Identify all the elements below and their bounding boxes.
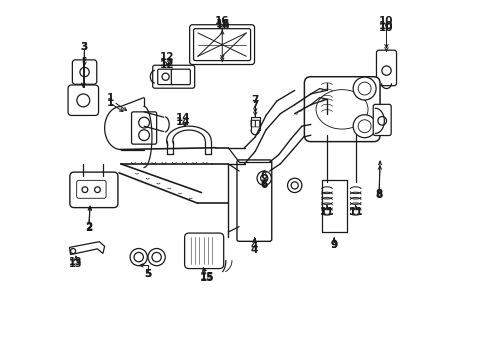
- FancyBboxPatch shape: [152, 65, 194, 88]
- Text: 12: 12: [160, 52, 174, 62]
- Text: 6: 6: [260, 179, 267, 189]
- Circle shape: [381, 66, 390, 75]
- Circle shape: [94, 187, 100, 193]
- Text: 4: 4: [250, 245, 258, 255]
- Text: 7: 7: [251, 100, 259, 110]
- Circle shape: [377, 117, 386, 125]
- FancyBboxPatch shape: [372, 104, 390, 135]
- Text: 14: 14: [176, 113, 190, 123]
- Circle shape: [162, 73, 169, 80]
- Circle shape: [77, 94, 90, 107]
- Text: 13: 13: [69, 259, 82, 269]
- Text: 7: 7: [251, 95, 259, 105]
- Text: 1: 1: [106, 98, 113, 108]
- Text: 9: 9: [330, 239, 337, 249]
- FancyBboxPatch shape: [189, 25, 254, 64]
- Text: 10: 10: [379, 17, 393, 27]
- Text: 15: 15: [199, 273, 214, 283]
- Text: 10: 10: [379, 23, 393, 33]
- Text: 8: 8: [375, 189, 382, 199]
- Text: 6: 6: [260, 171, 267, 181]
- Circle shape: [287, 178, 301, 193]
- Circle shape: [139, 130, 149, 140]
- Text: 3: 3: [81, 42, 88, 52]
- Circle shape: [134, 252, 143, 262]
- Circle shape: [290, 182, 298, 189]
- Text: 9: 9: [330, 240, 337, 250]
- Circle shape: [357, 120, 370, 133]
- Text: 6: 6: [260, 180, 267, 190]
- Text: 4: 4: [250, 241, 258, 251]
- FancyBboxPatch shape: [184, 233, 223, 269]
- Circle shape: [70, 248, 76, 253]
- Circle shape: [139, 117, 149, 128]
- Circle shape: [82, 187, 88, 193]
- Circle shape: [357, 82, 370, 95]
- FancyBboxPatch shape: [171, 69, 190, 85]
- Text: 1: 1: [106, 93, 113, 103]
- FancyBboxPatch shape: [158, 69, 173, 85]
- Text: 5: 5: [144, 269, 151, 279]
- Text: 2: 2: [85, 224, 92, 233]
- Text: 14: 14: [176, 117, 190, 127]
- Text: 8: 8: [375, 190, 382, 200]
- Polygon shape: [69, 242, 104, 255]
- Circle shape: [352, 77, 375, 100]
- Text: 5: 5: [144, 269, 151, 279]
- Text: 12: 12: [160, 60, 174, 70]
- FancyBboxPatch shape: [376, 50, 396, 86]
- FancyBboxPatch shape: [68, 85, 99, 116]
- Circle shape: [257, 171, 271, 185]
- Text: 2: 2: [85, 222, 92, 231]
- Circle shape: [352, 115, 375, 138]
- FancyBboxPatch shape: [237, 160, 271, 241]
- Text: 15: 15: [199, 272, 214, 282]
- Circle shape: [130, 248, 147, 266]
- Circle shape: [80, 67, 89, 77]
- Circle shape: [260, 175, 267, 182]
- Circle shape: [148, 248, 165, 266]
- Text: 10: 10: [379, 21, 393, 31]
- FancyBboxPatch shape: [131, 112, 156, 144]
- Text: 12: 12: [160, 58, 174, 68]
- Text: 16: 16: [215, 19, 230, 29]
- Text: 16: 16: [215, 17, 229, 27]
- Text: 16: 16: [215, 21, 230, 31]
- FancyBboxPatch shape: [70, 172, 118, 208]
- Text: 11: 11: [348, 207, 362, 217]
- Text: 13: 13: [69, 257, 82, 267]
- Circle shape: [152, 252, 161, 262]
- FancyBboxPatch shape: [72, 60, 97, 84]
- FancyBboxPatch shape: [77, 180, 106, 198]
- Text: 3: 3: [81, 42, 88, 51]
- FancyBboxPatch shape: [304, 77, 379, 141]
- Text: 11: 11: [319, 207, 333, 217]
